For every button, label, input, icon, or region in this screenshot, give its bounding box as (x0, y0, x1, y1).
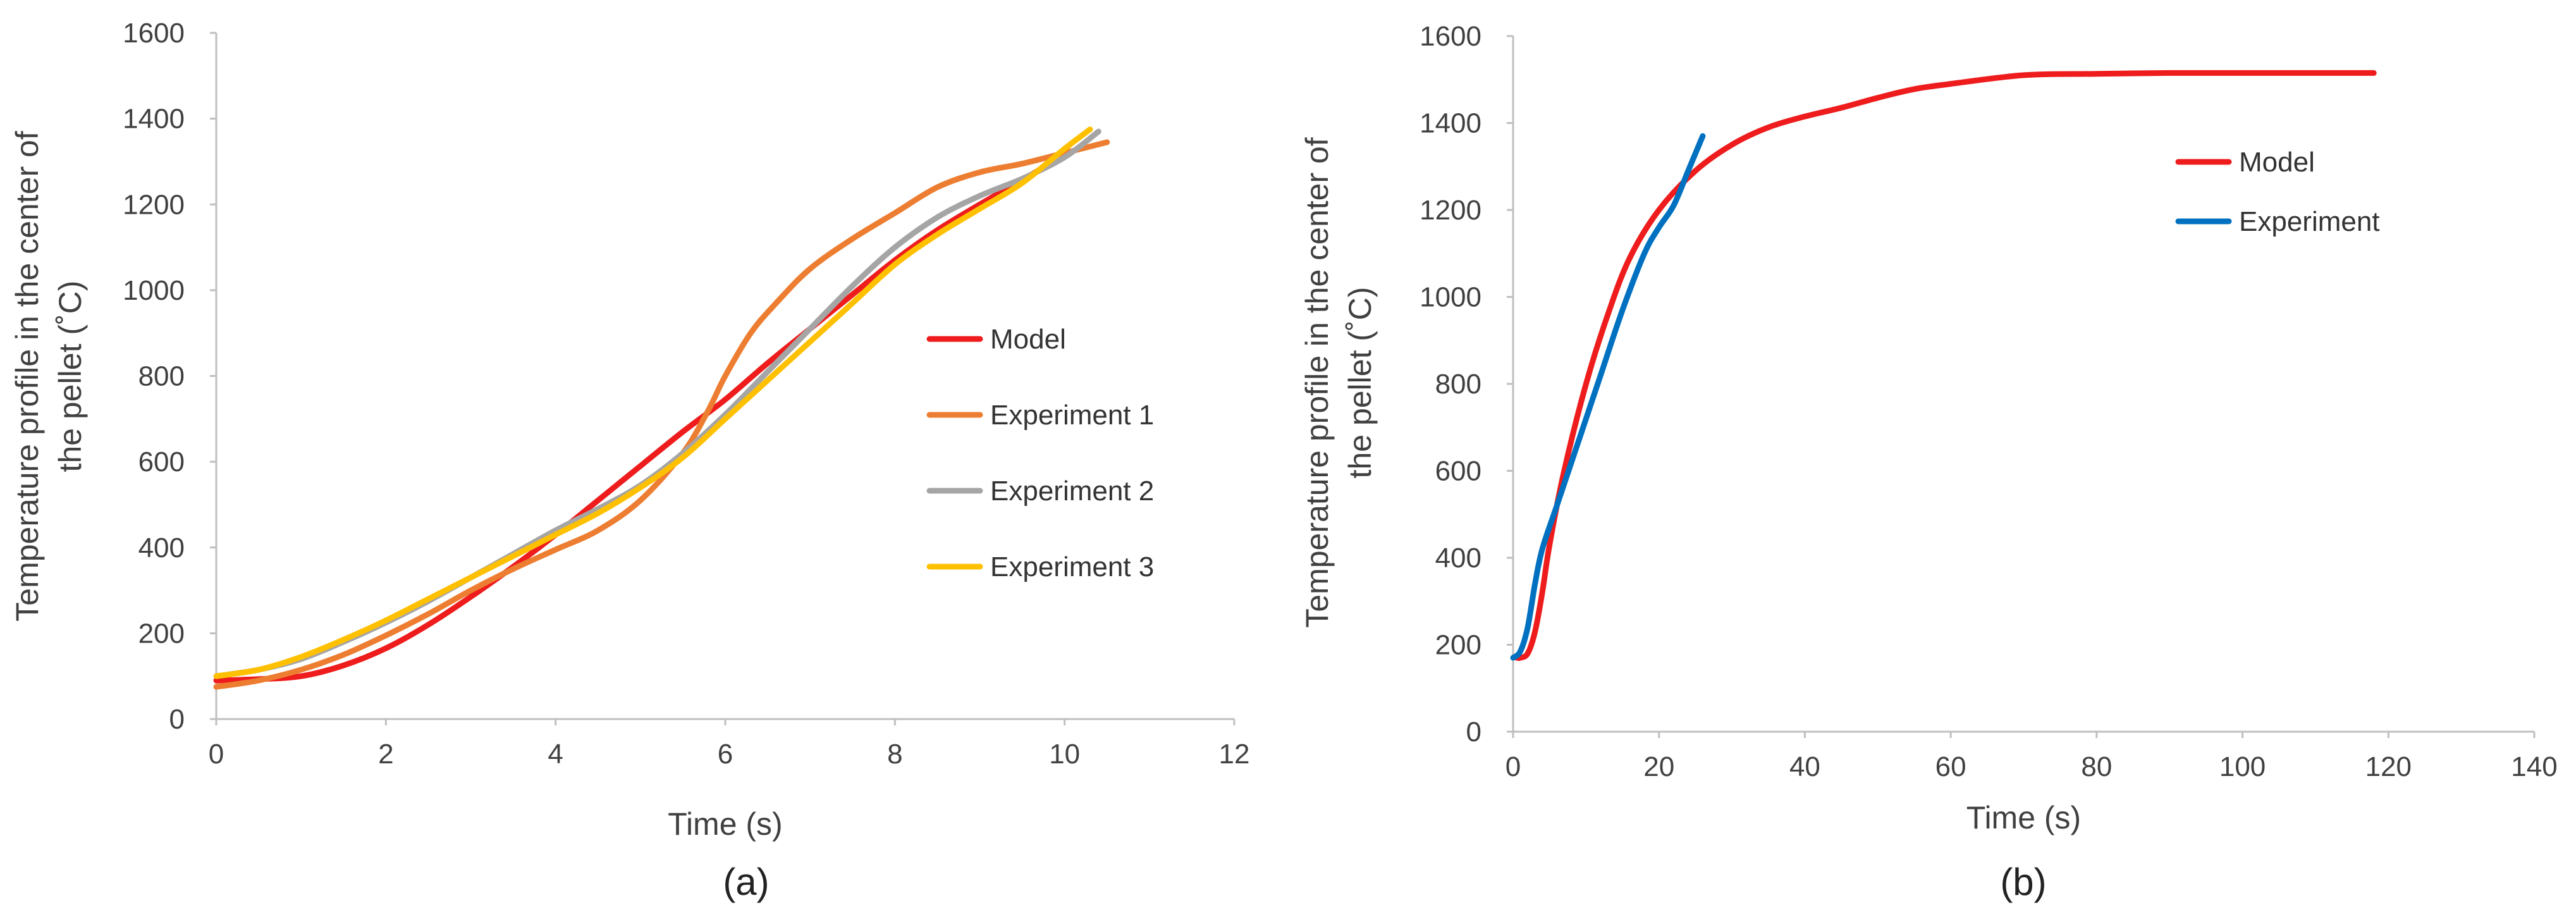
x-tick-label: 0 (1506, 751, 1521, 782)
series-line-model (1514, 70, 2377, 662)
y-tick-label: 200 (138, 618, 185, 649)
x-tick-label: 140 (2511, 751, 2557, 782)
y-tick-label: 0 (169, 704, 185, 735)
x-axis-label: Time (s) (668, 806, 782, 842)
legend-label: Experiment 1 (990, 400, 1154, 431)
y-axis-label: Temperature profile in the center of (9, 131, 45, 622)
y-tick-label: 1000 (1420, 282, 1481, 313)
x-tick-label: 100 (2219, 751, 2266, 782)
x-tick-label: 120 (2365, 751, 2412, 782)
legend: Model Experiment 1 Experiment 2 Experiment … (926, 324, 1154, 582)
y-tick-label: 600 (138, 446, 185, 477)
y-tick-label: 1200 (123, 189, 185, 220)
series-line-experiment-1 (213, 139, 1110, 690)
series-line-model (213, 167, 1042, 684)
x-axis-label: Time (s) (1966, 800, 2081, 835)
y-tick-label: 400 (138, 532, 185, 563)
x-tick-label: 80 (2081, 751, 2112, 782)
legend: Model Experiment (2175, 147, 2380, 237)
x-tick-label: 4 (548, 739, 563, 770)
x-tick-label: 6 (718, 739, 733, 770)
legend-label: Model (2239, 147, 2315, 178)
series-line-experiment-3 (213, 126, 1093, 679)
y-tick-label: 1600 (123, 18, 185, 49)
series-line-experiment (1510, 133, 1706, 661)
x-tick-label: 2 (378, 739, 393, 770)
y-tick-label: 1400 (123, 104, 185, 135)
y-tick-label: 800 (1435, 369, 1481, 400)
legend-label: Experiment (2239, 206, 2380, 237)
x-tick-label: 10 (1049, 739, 1080, 770)
y-tick-label: 1600 (1420, 21, 1481, 52)
y-tick-label: 400 (1435, 543, 1481, 574)
y-tick-label: 0 (1466, 717, 1481, 748)
y-tick-label: 600 (1435, 456, 1481, 487)
x-tick-label: 0 (209, 739, 224, 770)
x-tick-label: 20 (1643, 751, 1674, 782)
y-axis-label: the pellet (˚C) (1342, 287, 1378, 479)
y-tick-label: 800 (138, 361, 185, 392)
x-tick-label: 12 (1219, 739, 1250, 770)
y-tick-label: 1000 (123, 275, 185, 306)
legend-label: Experiment 2 (990, 476, 1154, 507)
panel-caption: (a) (723, 861, 769, 903)
y-tick-label: 1200 (1420, 195, 1481, 226)
x-tick-label: 8 (887, 739, 902, 770)
y-tick-label: 200 (1435, 630, 1481, 661)
legend-label: Experiment 3 (990, 551, 1154, 582)
panel-caption: (b) (2000, 861, 2046, 903)
y-tick-label: 1400 (1420, 108, 1481, 139)
y-axis-label: the pellet (˚C) (52, 281, 88, 472)
y-axis-label: Temperature profile in the center of (1299, 137, 1335, 628)
chart-a: 0 2 4 6 8 10 12 0 200 400 600 800 1000 1200 1400 1600 Ti… (9, 18, 1249, 903)
x-tick-label: 40 (1789, 751, 1820, 782)
x-tick-label: 60 (1935, 751, 1966, 782)
legend-label: Model (990, 324, 1066, 355)
chart-b: 0 20 40 60 80 100 120 1400200400600800100012001… (1299, 21, 2558, 903)
